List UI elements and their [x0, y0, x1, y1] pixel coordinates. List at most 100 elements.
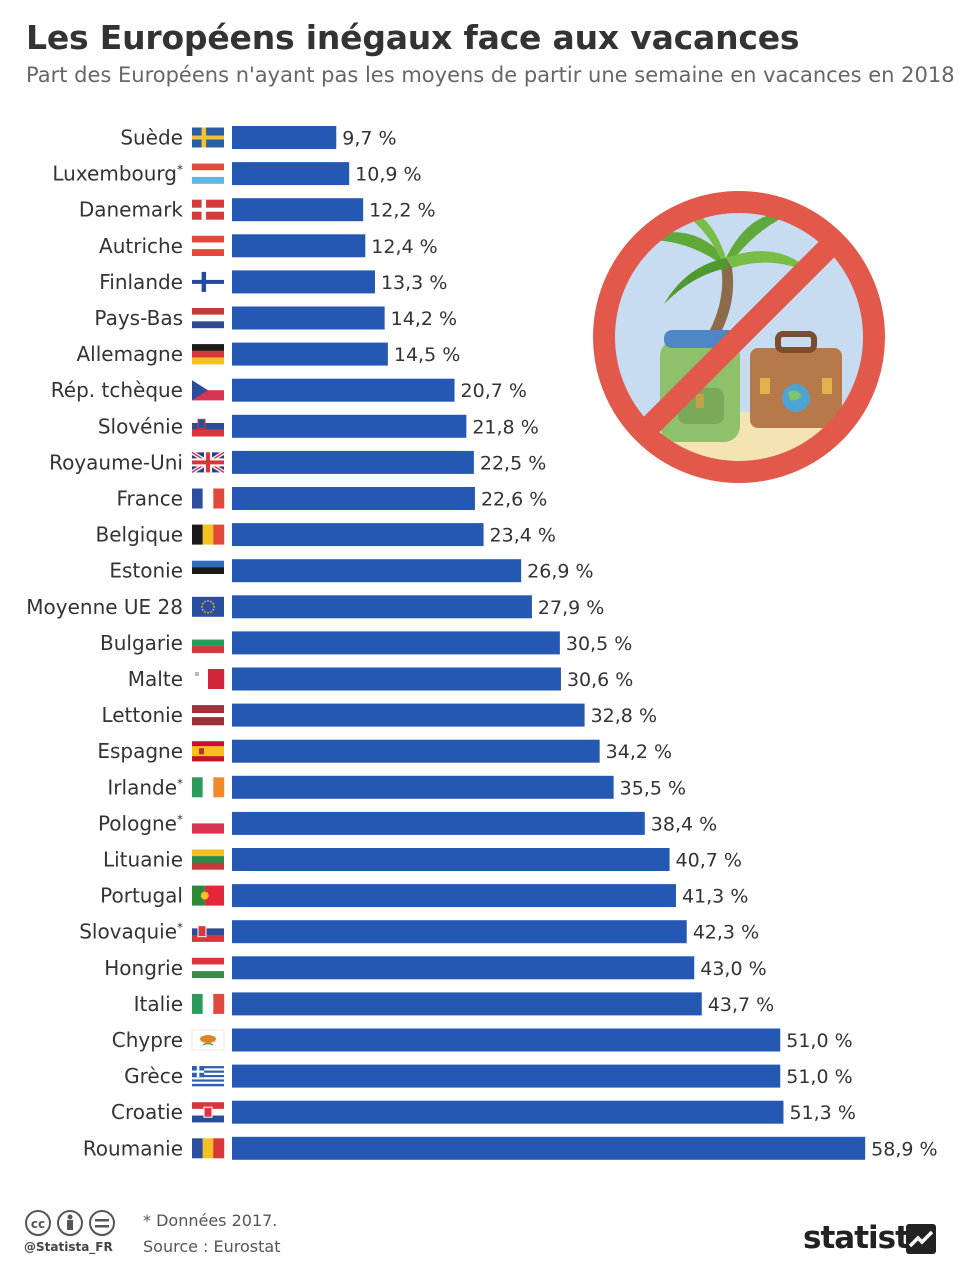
category-label: Suède	[120, 126, 183, 150]
bar	[232, 450, 474, 474]
category-label: Finlande	[99, 270, 183, 294]
bar	[232, 848, 670, 871]
category-label: Roumanie	[83, 1136, 183, 1160]
flag-lt-icon	[192, 849, 224, 870]
flag-se-icon	[192, 127, 224, 148]
bar-row: Slovaquie* 42,3 %	[79, 920, 759, 944]
bar	[232, 920, 687, 944]
asterisk-mark: *	[177, 163, 183, 177]
bar-row: Pologne* 38,4 %	[98, 811, 717, 835]
value-label: 38,4 %	[651, 813, 717, 835]
bar	[232, 487, 475, 510]
flag-ie-icon	[192, 777, 225, 798]
bar-row: Irlande* 35,5 %	[107, 775, 686, 799]
flag-hr-icon	[192, 1102, 224, 1123]
category-label: Irlande*	[107, 775, 183, 799]
flag-ee-icon	[192, 560, 224, 581]
bar-row: Italie 43,7 %	[134, 992, 775, 1016]
bar-row: Rép. tchèque 20,7 %	[51, 378, 527, 402]
value-label: 12,2 %	[369, 200, 435, 222]
flag-gr-icon	[192, 1066, 224, 1087]
bar-row: Slovénie 21,8 %	[98, 414, 539, 438]
asterisk-mark: *	[177, 921, 183, 935]
bar-row: Autriche 12,4 %	[99, 234, 438, 258]
flag-fr-icon	[192, 488, 225, 509]
value-label: 51,0 %	[786, 1030, 852, 1052]
category-label: Malte	[128, 667, 183, 691]
category-label: Royaume-Uni	[49, 450, 183, 474]
value-label: 30,5 %	[566, 633, 632, 655]
value-label: 43,0 %	[700, 958, 766, 980]
flag-es-icon	[192, 741, 224, 762]
value-label: 22,5 %	[480, 452, 546, 474]
flag-cy-icon	[191, 1029, 225, 1051]
bar-row: Danemark 12,2 %	[79, 198, 436, 222]
value-label: 51,3 %	[789, 1102, 855, 1124]
category-label: Slovaquie*	[79, 920, 183, 944]
category-label: Allemagne	[76, 342, 183, 366]
category-label: Lettonie	[101, 703, 183, 727]
category-label: Estonie	[109, 559, 183, 583]
bar	[232, 1100, 784, 1124]
bar	[232, 1064, 781, 1088]
flag-si-icon	[192, 416, 224, 437]
bar-row: Suède 9,7 %	[120, 126, 396, 150]
flag-cz-icon	[192, 380, 224, 401]
bar	[232, 126, 337, 149]
category-label: Pologne*	[98, 811, 183, 835]
bar-row: Espagne 34,2 %	[97, 739, 672, 763]
asterisk-mark: *	[177, 776, 183, 790]
bar	[232, 703, 585, 727]
value-label: 58,9 %	[871, 1138, 937, 1160]
value-label: 27,9 %	[538, 597, 604, 619]
flag-be-icon	[192, 524, 225, 545]
flag-lu-icon	[192, 163, 224, 184]
value-label: 32,8 %	[591, 705, 657, 727]
statista-handle: @Statista_FR	[24, 1240, 113, 1254]
category-label: Moyenne UE 28	[26, 595, 183, 619]
bar-row: Allemagne 14,5 %	[76, 342, 460, 366]
bar-row: Finlande 13,3 %	[99, 270, 447, 294]
flag-it-icon	[192, 993, 225, 1014]
flag-pt-icon	[192, 885, 224, 906]
category-label: Slovénie	[98, 414, 183, 438]
bar	[232, 559, 522, 583]
source-note: Source : Eurostat	[143, 1237, 281, 1256]
cc-by-nd-icon: cc	[25, 1210, 115, 1236]
chart-subtitle: Part des Européens n'ayant pas les moyen…	[26, 63, 955, 87]
svg-text:cc: cc	[31, 1217, 45, 1231]
flag-dk-icon	[192, 199, 224, 220]
category-label: Espagne	[97, 739, 183, 763]
bar	[232, 811, 645, 835]
value-label: 51,0 %	[786, 1066, 852, 1088]
bar-row: Belgique 23,4 %	[95, 523, 555, 547]
category-label: Croatie	[111, 1100, 183, 1124]
bar-row: Roumanie 58,9 %	[83, 1136, 938, 1160]
bar-row: Portugal 41,3 %	[100, 884, 748, 908]
bar	[232, 739, 600, 763]
bar-row: France 22,6 %	[116, 487, 547, 511]
statista-logo-icon	[906, 1224, 936, 1254]
value-label: 34,2 %	[606, 741, 672, 763]
bar	[232, 523, 484, 547]
category-label: Grèce	[124, 1064, 183, 1088]
value-label: 26,9 %	[527, 561, 593, 583]
flag-pl-icon	[192, 813, 224, 834]
bar	[232, 956, 695, 980]
bar	[232, 992, 702, 1016]
value-label: 40,7 %	[676, 850, 742, 872]
category-label: Chypre	[112, 1028, 183, 1052]
bar	[232, 1136, 866, 1160]
bar	[232, 342, 388, 366]
flag-fi-icon	[192, 271, 224, 292]
value-label: 13,3 %	[381, 272, 447, 294]
bar-row: Malte 30,6 %	[128, 667, 634, 691]
bar	[232, 1028, 781, 1052]
flag-sk-icon	[192, 921, 224, 942]
value-label: 14,2 %	[391, 308, 457, 330]
category-label: Portugal	[100, 884, 183, 908]
category-label: Pays-Bas	[94, 306, 183, 330]
value-label: 41,3 %	[682, 886, 748, 908]
value-label: 14,5 %	[394, 344, 460, 366]
flag-bg-icon	[192, 632, 224, 654]
